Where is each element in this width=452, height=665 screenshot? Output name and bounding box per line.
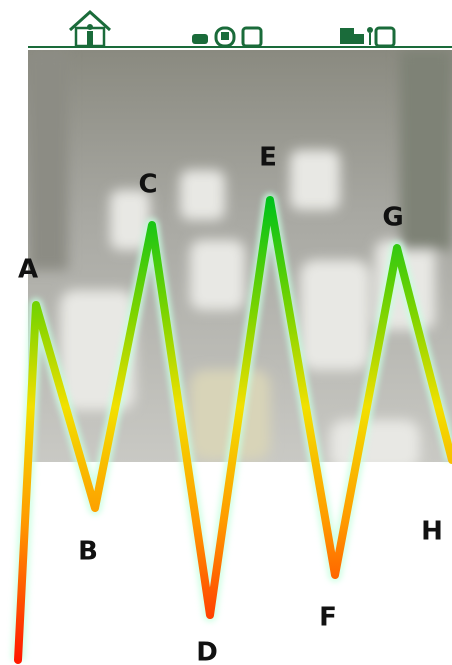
icons <box>68 9 396 48</box>
point-label: A <box>18 255 38 285</box>
point-label: D <box>196 638 218 665</box>
point-label: H <box>421 517 443 547</box>
point-label: G <box>382 203 403 233</box>
point-label: F <box>319 603 337 633</box>
zigzag-line <box>14 196 452 664</box>
point-label: E <box>259 143 277 173</box>
point-label: C <box>138 170 157 200</box>
point-label: B <box>78 537 98 567</box>
